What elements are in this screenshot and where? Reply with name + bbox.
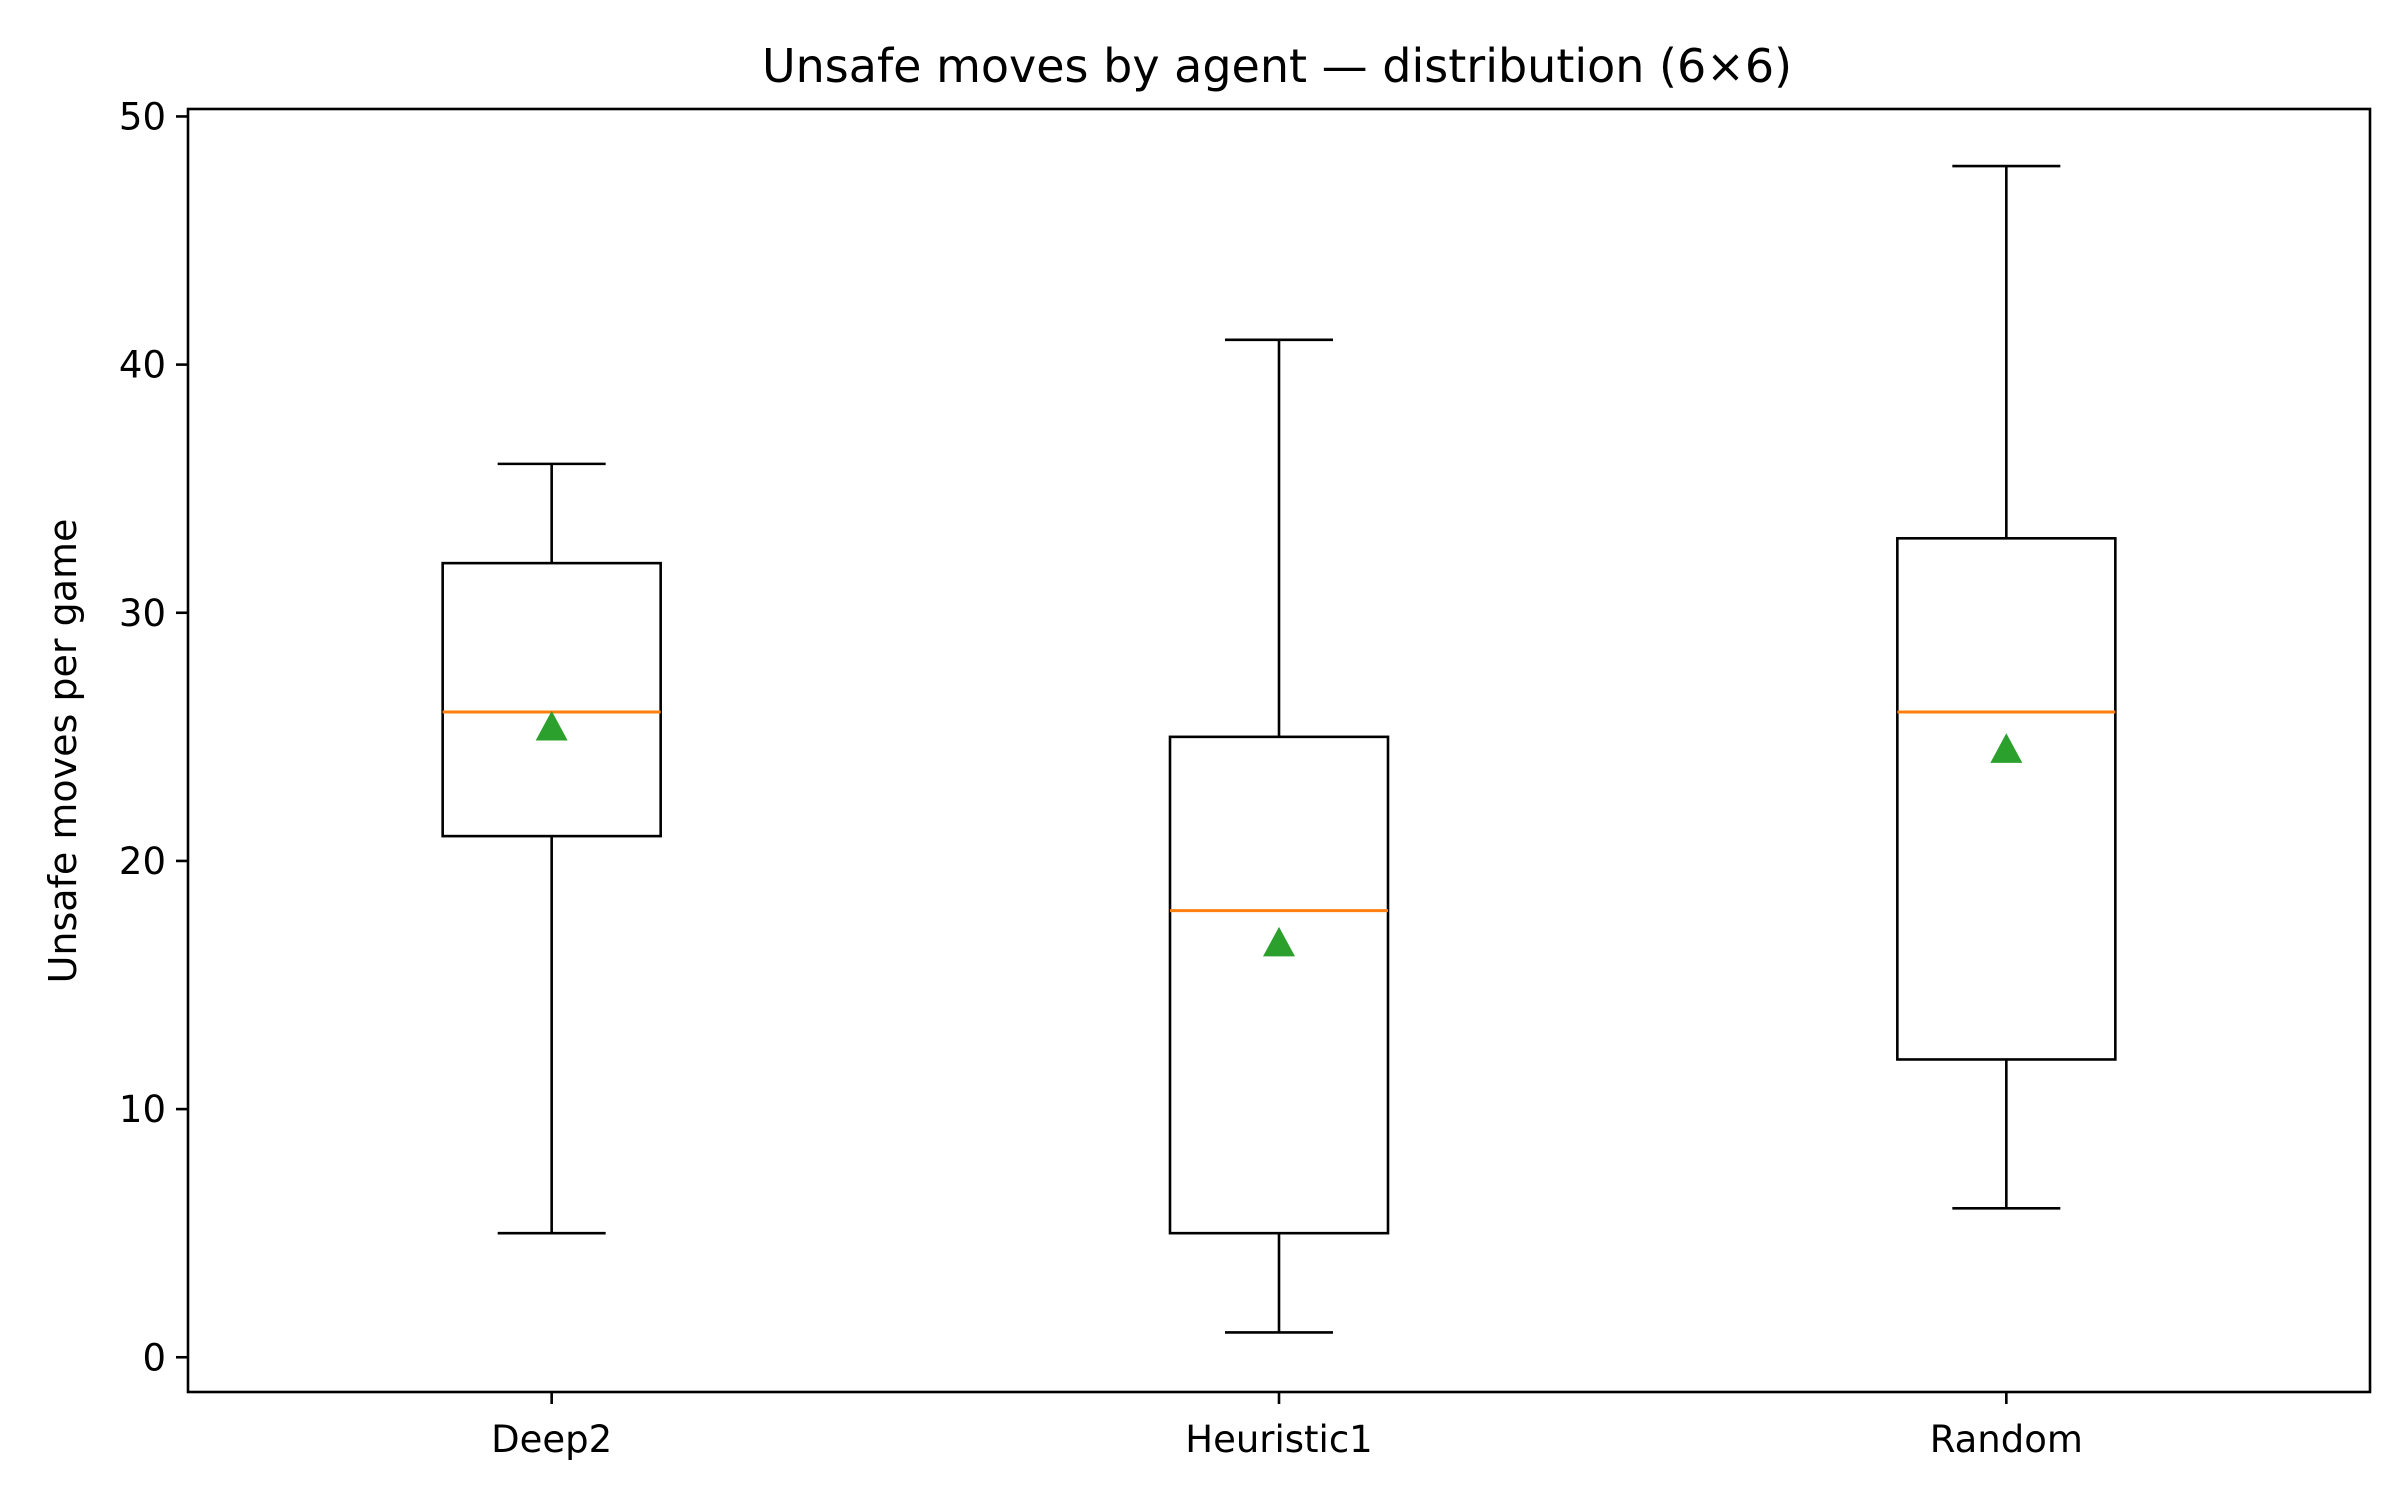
x-axis: Deep2 Heuristic1 Random [491, 1392, 2083, 1461]
y-tick-label: 0 [142, 1336, 166, 1379]
mean-marker [1263, 926, 1295, 957]
box-random [1896, 164, 2117, 1210]
iqr-box [1168, 735, 1390, 1235]
boxes-layer [441, 164, 2117, 1334]
x-tick-label: Deep2 [491, 1418, 612, 1461]
plot-area-frame [186, 107, 2372, 1394]
mean-marker [1990, 733, 2023, 763]
y-tick-label: 50 [119, 95, 166, 138]
x-tick-label: Random [1930, 1418, 2083, 1461]
mean-marker [535, 710, 568, 741]
iqr-box [1896, 537, 2117, 1061]
x-tick-label: Heuristic1 [1185, 1418, 1372, 1461]
y-axis-label: Unsafe moves per game [41, 519, 85, 984]
chart-title: Unsafe moves by agent — distribution (6×… [762, 39, 1792, 93]
box-deep2 [441, 462, 662, 1235]
y-tick-label: 40 [119, 344, 166, 387]
y-tick-label: 10 [119, 1088, 166, 1131]
box-heuristic1 [1168, 338, 1390, 1334]
y-tick-label: 30 [119, 592, 166, 635]
y-axis: 0 10 20 30 40 50 [119, 95, 188, 1379]
y-tick-label: 20 [119, 840, 166, 883]
iqr-box [441, 561, 662, 838]
